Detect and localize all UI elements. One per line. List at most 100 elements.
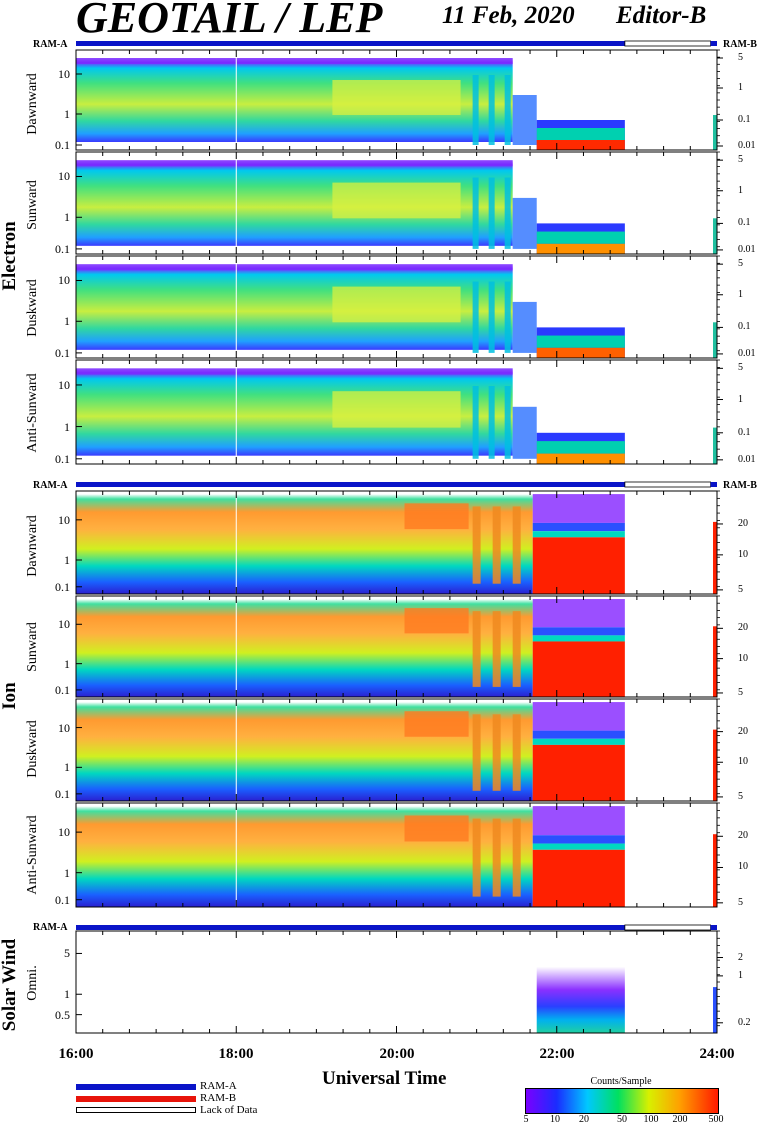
- ion-y-tick-left: 0.1: [55, 579, 70, 594]
- electron-transition: [512, 197, 537, 249]
- page-title: GEOTAIL / LEP: [76, 0, 383, 42]
- lack-of-data-bar: [624, 924, 711, 931]
- ion-y-tick-right: 20: [738, 517, 748, 529]
- electron-y-tick-left: 1: [64, 314, 70, 329]
- x-tick-label: 22:00: [539, 1046, 575, 1062]
- ram-a-label-electron: RAM-A: [33, 39, 68, 50]
- ion-red-block: [532, 849, 625, 907]
- electron-oscillation-band: [504, 386, 511, 459]
- electron-duskward-label: Duskward: [25, 279, 40, 337]
- electron-group-label: Electron: [0, 221, 20, 291]
- ion-y-tick-right: 10: [738, 652, 748, 664]
- lack-of-data-bar: [624, 481, 711, 488]
- electron-y-tick-right: 5: [738, 154, 743, 166]
- electron-oscillation-band: [488, 386, 495, 459]
- colorbar-tick: 50: [617, 1114, 627, 1125]
- electron-oscillation-band: [504, 177, 511, 249]
- electron-y-tick-right: 0.01: [738, 243, 756, 255]
- ion-y-tick-left: 1: [64, 553, 70, 567]
- legend-swatch-ram-a: [76, 1084, 196, 1090]
- ion-y-tick-right: 20: [738, 622, 748, 634]
- electron-ram-b-band: [536, 243, 625, 254]
- legend-swatch-lack: [76, 1107, 196, 1113]
- electron-edge-sliver: [712, 322, 717, 358]
- electron-ram-b-band: [536, 140, 625, 150]
- ion-y-tick-left: 1: [64, 865, 70, 880]
- ion-y-tick-left: 0.1: [55, 892, 70, 907]
- ion-y-tick-right: 10: [738, 861, 748, 873]
- ion-band-edge: [532, 835, 625, 844]
- ion-y-tick-left: 0.1: [55, 682, 70, 697]
- electron-y-tick-left: 10: [58, 169, 70, 184]
- electron-edge-sliver: [712, 218, 717, 254]
- ion-group-label: Ion: [0, 682, 20, 710]
- ion-y-tick-left: 0.1: [55, 786, 70, 801]
- colorbar: [525, 1088, 719, 1114]
- solar-wind-y-tick-left: 5: [64, 946, 70, 961]
- ion-orange-region: [404, 815, 469, 842]
- electron-y-tick-right: 1: [738, 393, 743, 405]
- ion-oscillation-band: [512, 506, 521, 584]
- ion-y-tick-right: 10: [738, 756, 748, 768]
- ion-orange-region: [404, 711, 469, 737]
- electron-y-tick-right: 1: [738, 288, 743, 300]
- colorbar-tick: 20: [579, 1114, 589, 1125]
- electron-y-tick-right: 0.01: [738, 453, 756, 465]
- electron-y-tick-left: 0.1: [55, 451, 70, 466]
- solar-wind-band: [536, 966, 625, 1033]
- electron-low-band-core: [536, 231, 625, 244]
- ion-orange-region: [404, 503, 469, 530]
- electron-edge-sliver: [712, 115, 717, 150]
- ion-oscillation-band: [472, 506, 481, 584]
- electron-low-band-core: [536, 441, 625, 454]
- lack-of-data-bar: [624, 40, 711, 47]
- electron-y-tick-left: 10: [58, 377, 70, 392]
- ion-band-edge: [532, 843, 625, 850]
- ion-edge-sliver: [712, 626, 717, 697]
- electron-ram-b-band: [536, 453, 625, 464]
- solar-wind-y-tick-right: 0.2: [738, 1016, 751, 1028]
- electron-oscillation-band: [472, 177, 479, 249]
- electron-oscillation-band: [472, 75, 479, 145]
- ion-red-block: [532, 744, 625, 801]
- ion-band-edge: [532, 730, 625, 739]
- ion-band-edge: [532, 627, 625, 636]
- ion-oscillation-band: [492, 818, 501, 897]
- ion-sparse-top: [532, 702, 625, 731]
- electron-y-tick-right: 1: [738, 82, 743, 93]
- ion-band-edge: [532, 738, 625, 745]
- electron-y-tick-left: 10: [58, 273, 70, 288]
- ion-dawnward-label: Dawnward: [25, 515, 40, 577]
- ion-duskward-label: Duskward: [25, 720, 40, 778]
- ion-sparse-top: [532, 494, 625, 523]
- ram-a-status-bar: [710, 482, 717, 487]
- electron-oscillation-band: [504, 75, 511, 145]
- ion-band-edge: [532, 531, 625, 538]
- ion-red-block: [532, 537, 625, 594]
- electron-transition: [512, 95, 537, 145]
- ion-oscillation-band: [472, 611, 481, 687]
- electron-y-tick-left: 1: [64, 419, 70, 434]
- electron-upper-edge: [76, 264, 513, 271]
- ion-antisunward-label: Anti-Sunward: [25, 815, 40, 895]
- electron-y-tick-left: 0.1: [55, 138, 70, 152]
- ram-a-label-sw: RAM-A: [33, 922, 68, 933]
- ion-oscillation-band: [472, 714, 481, 791]
- electron-y-tick-left: 0.1: [55, 241, 70, 256]
- ram-a-status-bar: [76, 482, 625, 487]
- colorbar-tick: 500: [708, 1114, 724, 1125]
- electron-y-tick-left: 1: [64, 210, 70, 225]
- ion-y-tick-right: 5: [738, 896, 743, 908]
- ram-b-label-electron: RAM-B: [723, 39, 757, 50]
- ram-a-status-bar: [710, 925, 717, 930]
- electron-upper-edge: [76, 58, 513, 64]
- electron-yellow-region: [332, 286, 461, 323]
- ion-band-edge: [532, 635, 625, 642]
- colorbar-tick: 10: [550, 1114, 560, 1125]
- electron-yellow-region: [332, 80, 461, 115]
- electron-antisunward-label: Anti-Sunward: [25, 373, 40, 453]
- ion-oscillation-band: [512, 714, 521, 791]
- solar-wind-edge-sliver: [712, 987, 717, 1033]
- electron-ram-b-band: [536, 347, 625, 358]
